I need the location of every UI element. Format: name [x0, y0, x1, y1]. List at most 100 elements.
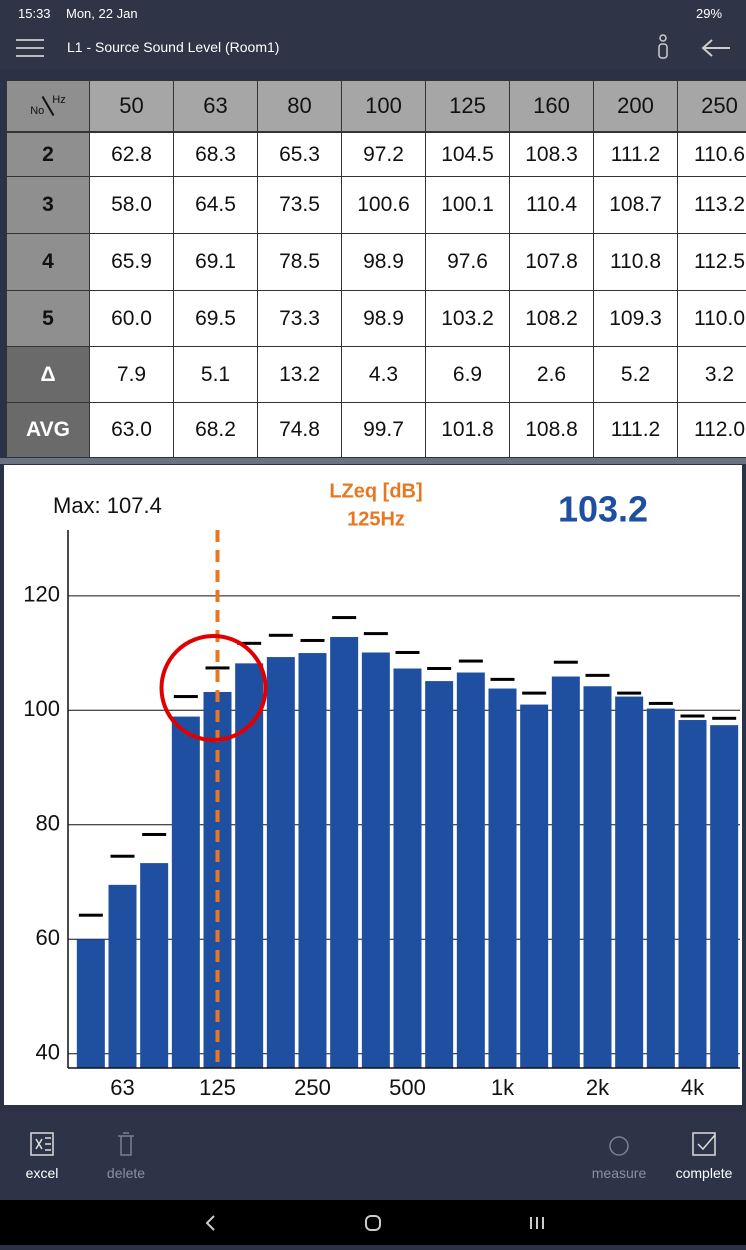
- bar: [330, 637, 359, 1068]
- max-marker: [205, 666, 230, 670]
- date: Mon, 22 Jan: [66, 6, 138, 21]
- table-cell: 103.2: [425, 290, 510, 347]
- table-cell: 108.3: [509, 132, 594, 177]
- table-cell: 98.9: [341, 233, 426, 291]
- row-label: AVG: [6, 402, 90, 457]
- table-cell: 97.6: [425, 233, 510, 291]
- chart-subtitle: 125Hz: [347, 508, 405, 530]
- column-header: 50: [89, 80, 174, 132]
- excel-button[interactable]: excel: [12, 1130, 72, 1181]
- battery: 29%: [696, 6, 723, 21]
- splitter[interactable]: [0, 458, 746, 464]
- measure-icon: [609, 1136, 629, 1156]
- max-marker: [680, 714, 705, 718]
- nav-icons: [205, 1215, 544, 1231]
- bar: [425, 681, 454, 1068]
- column-header: 63: [173, 80, 258, 132]
- column-header: 80: [257, 80, 342, 132]
- max-marker: [553, 660, 578, 664]
- table-cell: 100.1: [425, 176, 510, 234]
- current-value: 103.2: [558, 489, 648, 530]
- complete-button[interactable]: complete: [666, 1130, 742, 1181]
- excel-icon: [30, 1132, 54, 1156]
- data-table: No Hz 50 63 80 100 125 160 200 250 2 62.8 68.3 65.3 97…: [6, 80, 746, 457]
- table-cell: 99.7: [341, 402, 426, 457]
- table-cell: 68.2: [173, 402, 258, 457]
- table-cell: 63.0: [89, 402, 174, 457]
- menu-icon[interactable]: [16, 36, 44, 60]
- x-tick-label: 250: [294, 1075, 331, 1100]
- highlight-circle: [159, 634, 268, 742]
- toolbar: excel delete measure complete: [0, 1112, 746, 1200]
- y-tick-label: 60: [36, 925, 60, 950]
- y-tick-label: 80: [36, 811, 60, 836]
- nav-recent[interactable]: [530, 1217, 544, 1229]
- back-icon[interactable]: [700, 36, 732, 60]
- table-cell: 110.8: [593, 233, 678, 291]
- table-cell: 111.2: [593, 132, 678, 177]
- table-cell: 112.5: [677, 233, 746, 291]
- bar: [615, 696, 644, 1068]
- nav-back[interactable]: [205, 1215, 215, 1231]
- max-marker: [300, 638, 325, 642]
- table-cell: 112.0: [677, 402, 746, 457]
- table-cell: 107.8: [509, 233, 594, 291]
- column-header: 125: [425, 80, 510, 132]
- table-cell: 5.1: [173, 346, 258, 403]
- table-cell: 100.6: [341, 176, 426, 234]
- max-marker: [648, 701, 673, 705]
- bar: [710, 725, 739, 1068]
- table-cell: 6.9: [425, 346, 510, 403]
- table-cell: 104.5: [425, 132, 510, 177]
- table-cell: 78.5: [257, 233, 342, 291]
- bar: [520, 704, 549, 1068]
- y-tick-label: 120: [23, 582, 60, 607]
- nav-home[interactable]: [365, 1215, 381, 1231]
- table-cell: 97.2: [341, 132, 426, 177]
- table-cell: 58.0: [89, 176, 174, 234]
- measure-button[interactable]: measure: [584, 1130, 654, 1181]
- excel-label: excel: [25, 1165, 59, 1181]
- row-label: Δ: [6, 346, 90, 403]
- bar: [678, 720, 707, 1068]
- row-label: 5: [6, 290, 90, 347]
- bar: [646, 708, 675, 1068]
- table-cell: 108.7: [593, 176, 678, 234]
- time: 15:33: [18, 6, 51, 21]
- row-label: 3: [6, 176, 90, 234]
- table-cell: 5.2: [593, 346, 678, 403]
- delete-button[interactable]: delete: [96, 1130, 156, 1181]
- max-marker: [173, 695, 198, 699]
- bar: [488, 688, 517, 1068]
- corner-row-label: No: [30, 105, 45, 117]
- row-label: 2: [6, 132, 90, 177]
- x-tick-label: 500: [389, 1075, 426, 1100]
- corner-col-label: Hz: [52, 94, 66, 106]
- bar: [171, 716, 200, 1068]
- max-marker: [427, 667, 452, 671]
- table-cell: 110.4: [509, 176, 594, 234]
- table-cell: 113.2: [677, 176, 746, 234]
- table-cell: 109.3: [593, 290, 678, 347]
- max-marker: [78, 913, 103, 917]
- x-tick-label: 4k: [681, 1075, 705, 1100]
- table-cell: 4.3: [341, 346, 426, 403]
- bar: [76, 939, 105, 1068]
- max-marker: [237, 641, 262, 645]
- y-tick-label: 100: [23, 696, 60, 721]
- delete-label: delete: [106, 1165, 146, 1181]
- table-cell: 74.8: [257, 402, 342, 457]
- table-cell: 73.3: [257, 290, 342, 347]
- screen-title: L1 - Source Sound Level (Room1): [67, 39, 280, 55]
- x-tick-label: 125: [199, 1075, 236, 1100]
- bar: [393, 668, 422, 1068]
- row-label: 4: [6, 233, 90, 291]
- max-marker: [332, 616, 357, 620]
- device-icon[interactable]: [655, 32, 671, 62]
- max-text: Max: 107.4: [53, 493, 162, 518]
- table-cell: 2.6: [509, 346, 594, 403]
- table-cell: 65.3: [257, 132, 342, 177]
- table-cell: 98.9: [341, 290, 426, 347]
- bar: [583, 686, 612, 1068]
